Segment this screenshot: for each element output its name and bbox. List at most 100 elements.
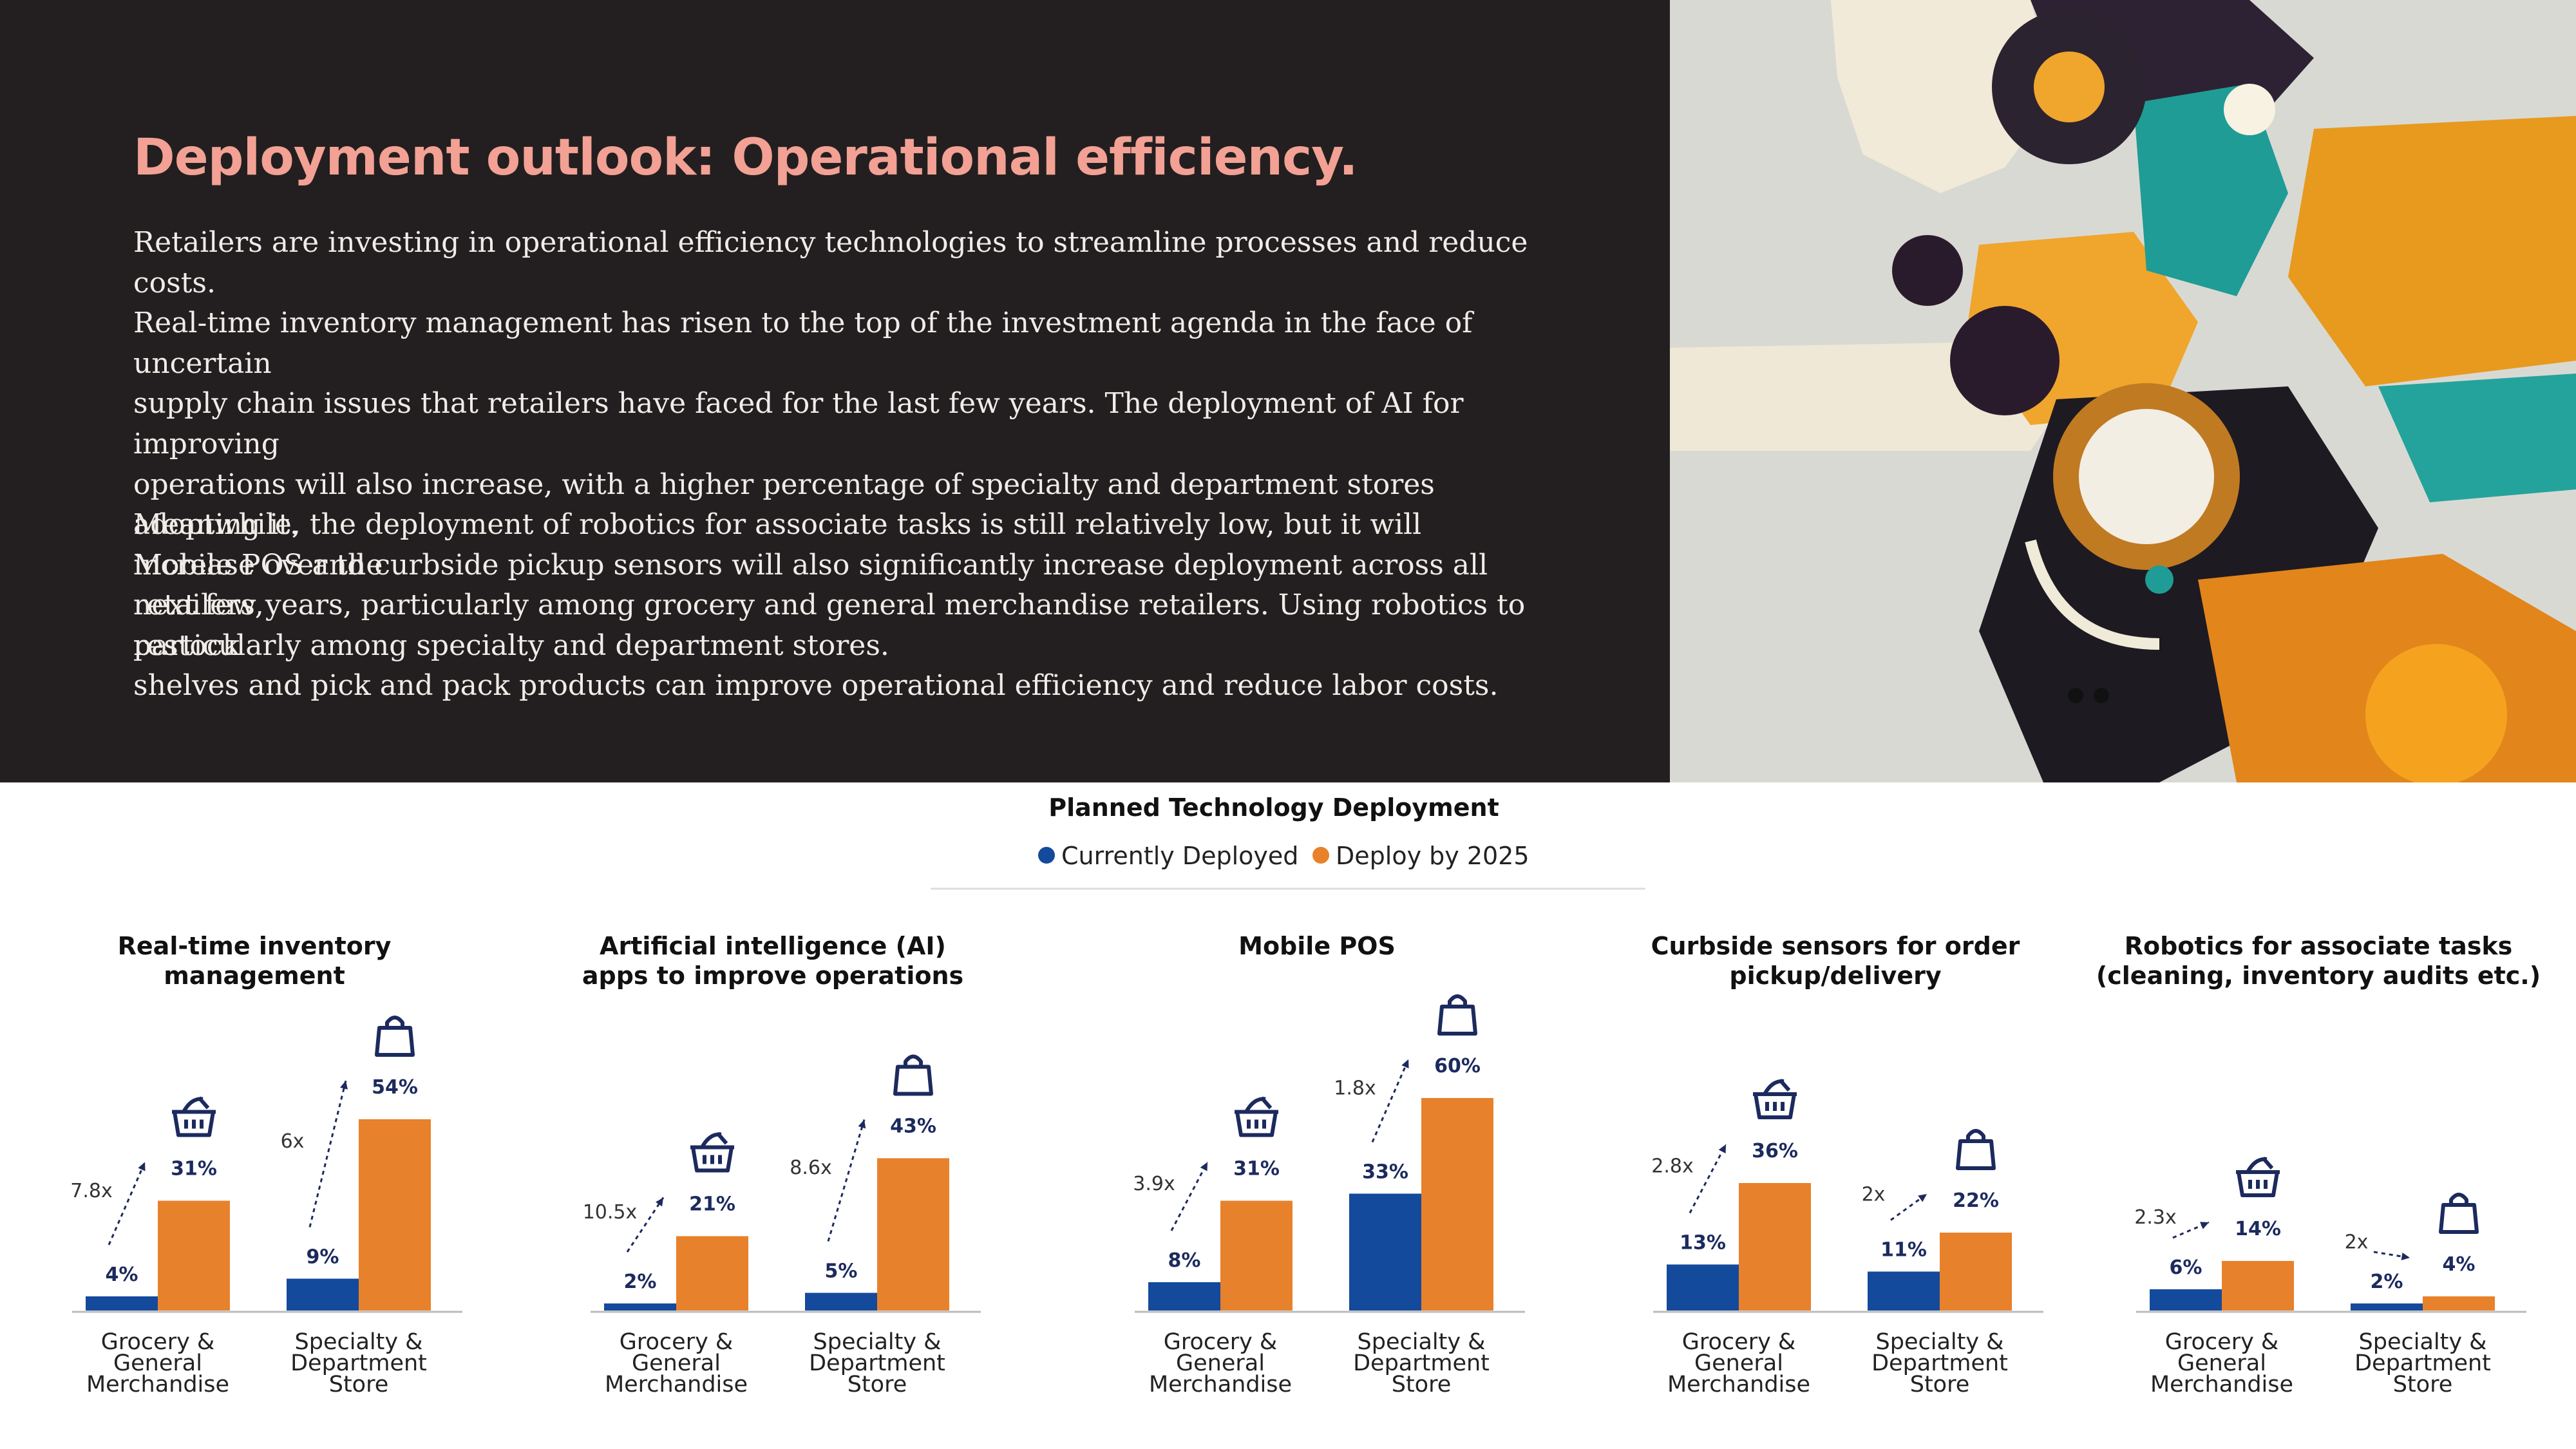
value-label-current: 6% [2170, 1256, 2202, 1279]
chart-header: Planned Technology Deployment Currently … [931, 793, 1645, 890]
multiplier-label: 10.5x [583, 1201, 638, 1224]
category-label: Specialty & [1358, 1329, 1486, 1355]
bar-deploy-by-2025 [877, 1158, 949, 1311]
growth-arrow [2373, 1251, 2410, 1261]
category-label: Grocery & [101, 1329, 214, 1355]
legend-label-2025: Deploy by 2025 [1336, 842, 1530, 870]
category-label: Merchandise [1667, 1372, 1810, 1397]
text-line: Retailers are investing in operational e… [133, 226, 1528, 299]
category-label: Department [2354, 1350, 2491, 1376]
category-label: Merchandise [86, 1372, 229, 1397]
shopping-bag-icon [1956, 1129, 1996, 1170]
category-label: Grocery & [620, 1329, 733, 1355]
growth-arrow [1890, 1193, 1927, 1221]
chart-3: Mobile POS 8% 31% 3.9x Grocery &GeneralMerch… [1133, 932, 1525, 1397]
bar-deploy-by-2025 [2423, 1296, 2495, 1311]
legend-label-current: Currently Deployed [1061, 842, 1298, 870]
bar-deploy-by-2025 [2222, 1261, 2294, 1311]
chart-title: Robotics for associate tasks [2125, 932, 2513, 960]
category-label: General [1176, 1350, 1265, 1376]
value-label-current: 9% [307, 1246, 339, 1269]
text-line: supply chain issues that retailers have … [133, 387, 1464, 460]
multiplier-label: 2x [1862, 1183, 1886, 1206]
multiplier-label: 3.9x [1133, 1173, 1175, 1195]
basket-icon [2236, 1157, 2280, 1197]
intro-paragraph: Retailers are investing in operational e… [133, 223, 1550, 667]
shopping-bag-icon [1437, 994, 1477, 1036]
bar-current-deployed [1868, 1271, 1940, 1311]
basket-icon [690, 1132, 734, 1173]
value-label-2025: 31% [171, 1158, 217, 1180]
category-label: Specialty & [1876, 1329, 2004, 1355]
growth-arrow [1689, 1144, 1727, 1214]
bar-deploy-by-2025 [158, 1200, 230, 1311]
value-label-current: 2% [2371, 1271, 2403, 1293]
legend: Currently Deployed Deploy by 2025 [1038, 842, 1530, 870]
bar-current-deployed [1148, 1282, 1220, 1311]
chart-title: apps to improve operations [582, 961, 963, 990]
value-label-2025: 4% [2443, 1253, 2476, 1276]
category-label: Specialty & [295, 1329, 423, 1355]
growth-arrow [626, 1197, 665, 1253]
value-label-current: 2% [624, 1271, 657, 1293]
shopping-bag-icon [893, 1054, 933, 1096]
chart-title: management [164, 961, 345, 990]
category-label: Grocery & [2165, 1329, 2278, 1355]
growth-arrow [2172, 1221, 2210, 1239]
bar-current-deployed [2150, 1289, 2222, 1311]
category-label: Merchandise [2150, 1372, 2293, 1397]
growth-arrow [308, 1080, 348, 1227]
value-label-current: 33% [1362, 1161, 1408, 1184]
bar-deploy-by-2025 [676, 1236, 748, 1311]
basket-icon [1753, 1079, 1797, 1119]
category-label: Department [1353, 1350, 1490, 1376]
value-label-2025: 14% [2235, 1218, 2281, 1240]
shopping-bag-icon [2439, 1193, 2479, 1234]
category-label: Grocery & [1682, 1329, 1795, 1355]
chart-2: Artificial intelligence (AI)apps to impr… [582, 932, 981, 1397]
chart-title: (cleaning, inventory audits etc.) [2096, 961, 2541, 990]
legend-swatch-current [1038, 847, 1055, 864]
multiplier-label: 8.6x [790, 1157, 831, 1179]
growth-arrow [108, 1161, 146, 1245]
chart-4: Curbside sensors for orderpickup/deliver… [1651, 932, 2043, 1397]
shopping-bag-icon [375, 1016, 415, 1057]
category-label: General [113, 1350, 202, 1376]
category-label: Department [809, 1350, 945, 1376]
text-line: particularly among specialty and departm… [133, 629, 889, 662]
bar-deploy-by-2025 [1739, 1183, 1811, 1311]
basket-icon [172, 1096, 216, 1137]
category-label: Store [2393, 1372, 2453, 1397]
text-line: next few years, particularly among groce… [133, 589, 1526, 662]
category-label: Merchandise [1149, 1372, 1292, 1397]
category-label: Specialty & [813, 1329, 942, 1355]
multiplier-label: 6x [281, 1130, 305, 1153]
multiplier-label: 2x [2345, 1231, 2369, 1254]
value-label-2025: 43% [890, 1115, 936, 1138]
value-label-current: 5% [825, 1260, 858, 1283]
value-label-current: 11% [1880, 1239, 1927, 1262]
text-line: Real-time inventory management has risen… [133, 307, 1473, 380]
legend-swatch-2025 [1312, 847, 1329, 864]
chart-title: pickup/delivery [1729, 961, 1941, 990]
value-label-2025: 54% [372, 1076, 418, 1099]
category-label: General [632, 1350, 721, 1376]
bar-current-deployed [805, 1293, 877, 1311]
category-label: Department [1871, 1350, 2008, 1376]
chart-title: Artificial intelligence (AI) [600, 932, 946, 960]
multiplier-label: 1.8x [1334, 1077, 1376, 1099]
category-label: Store [329, 1372, 389, 1397]
value-label-current: 4% [106, 1264, 138, 1286]
category-label: Specialty & [2359, 1329, 2487, 1355]
value-label-current: 13% [1680, 1232, 1726, 1255]
value-label-2025: 60% [1434, 1055, 1481, 1077]
value-label-2025: 22% [1953, 1189, 1999, 1212]
bar-deploy-by-2025 [1940, 1233, 2012, 1311]
category-label: Grocery & [1164, 1329, 1277, 1355]
category-label: Store [1910, 1372, 1970, 1397]
text-line: operations will also increase, with a hi… [133, 468, 1435, 542]
category-label: General [2177, 1350, 2266, 1376]
bar-deploy-by-2025 [1421, 1098, 1493, 1311]
